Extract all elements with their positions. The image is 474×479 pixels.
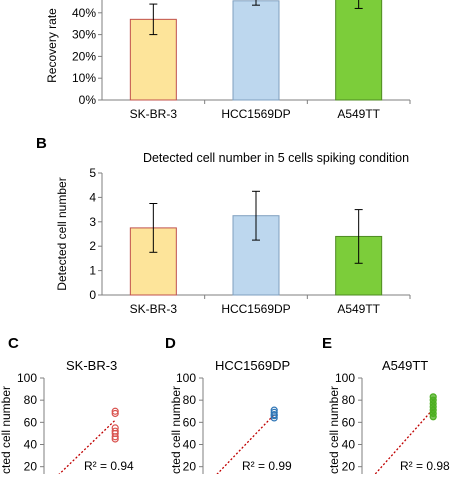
y-tick-label: 80 xyxy=(342,393,356,407)
category-label: A549TT xyxy=(337,302,380,316)
data-point xyxy=(270,412,278,420)
panel-e: 20 40 60 80 100 A549TT cted cell number R² = 0.… xyxy=(327,358,450,479)
y-axis-title: cted cell number xyxy=(169,386,183,474)
bar xyxy=(232,0,280,101)
y-tick-label: 20% xyxy=(72,49,96,63)
y-tick-label: 60 xyxy=(342,415,356,429)
y-tick-label: 20 xyxy=(183,460,197,474)
y-tick-label: 0 xyxy=(89,288,96,302)
category-label: HCC1569DP xyxy=(221,107,290,121)
r-squared-label: R² = 0.98 xyxy=(400,459,450,473)
panel-title: HCC1569DP xyxy=(215,358,290,373)
panel-d: 20 40 60 80 100 HCC1569DP cted cell number R² =… xyxy=(169,358,292,479)
y-tick-label: 40 xyxy=(183,438,197,452)
panel-a: 0%10%20%30%40%50%SK-BR-3HCC1569DPA549TTR… xyxy=(45,0,411,121)
panel-b: 0 1 2 3 4 5 SK-BR-3 HCC1569DP A549TT Detected cel… xyxy=(55,151,411,316)
y-tick-label: 0% xyxy=(79,93,97,107)
data-point xyxy=(111,433,119,441)
data-point xyxy=(111,435,119,443)
r-squared-label: R² = 0.99 xyxy=(242,459,292,473)
data-point xyxy=(111,409,119,418)
y-tick-label: 10% xyxy=(72,71,96,85)
category-label: HCC1569DP xyxy=(221,302,290,316)
y-tick-label: 80 xyxy=(183,393,197,407)
y-tick-label: 40% xyxy=(72,6,96,20)
y-axis-title: Recovery rate xyxy=(45,8,59,83)
panel-label-d: D xyxy=(165,335,176,352)
y-axis-title: Detected cell number xyxy=(55,177,69,290)
category-label: SK-BR-3 xyxy=(130,302,178,316)
y-tick-label: 100 xyxy=(17,371,37,385)
bar xyxy=(335,0,383,101)
r-squared-label: R² = 0.94 xyxy=(84,459,134,473)
y-tick-label: 20 xyxy=(24,460,38,474)
y-tick-label: 3 xyxy=(89,215,96,229)
y-axis-title: cted cell number xyxy=(327,386,341,474)
y-tick-label: 5 xyxy=(89,166,96,180)
y-tick-label: 60 xyxy=(24,415,38,429)
y-tick-label: 4 xyxy=(89,190,96,204)
data-point xyxy=(429,413,437,421)
category-label: SK-BR-3 xyxy=(130,107,178,121)
y-tick-label: 80 xyxy=(24,393,38,407)
panel-c: 20 40 60 80 100 SK-BR-3 cted cell number R² = 0… xyxy=(0,358,134,479)
data-point xyxy=(111,407,119,415)
y-tick-label: 1 xyxy=(89,264,96,278)
data-point xyxy=(270,414,278,422)
y-tick-label: 40 xyxy=(24,438,38,452)
y-tick-label: 60 xyxy=(183,415,197,429)
y-tick-label: 40 xyxy=(342,438,356,452)
y-tick-label: 100 xyxy=(176,371,196,385)
y-tick-label: 2 xyxy=(89,239,96,253)
y-axis-title: cted cell number xyxy=(0,386,13,474)
chart-title: Detected cell number in 5 cells spiking … xyxy=(143,151,409,165)
y-tick-label: 30% xyxy=(72,28,96,42)
panel-label-e: E xyxy=(322,335,332,352)
panel-title: SK-BR-3 xyxy=(66,358,117,373)
y-tick-label: 100 xyxy=(335,371,355,385)
panel-title: A549TT xyxy=(382,358,428,373)
y-tick-label: 20 xyxy=(342,460,356,474)
panel-label-b: B xyxy=(36,135,47,152)
category-label: A549TT xyxy=(337,107,380,121)
panel-label-c: C xyxy=(8,335,19,352)
